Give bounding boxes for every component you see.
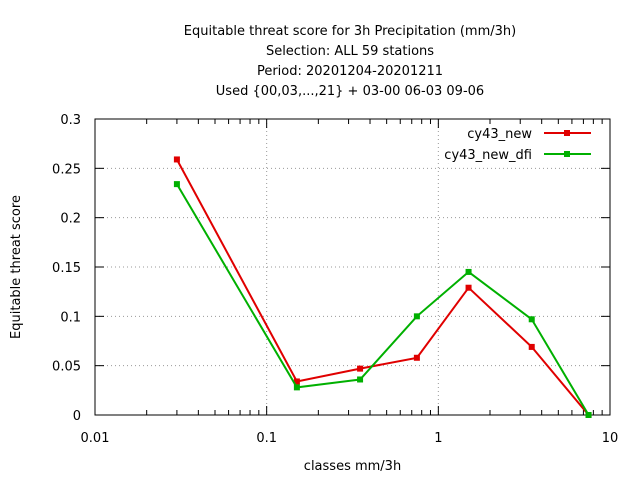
y-tick-label: 0.05 (52, 360, 81, 375)
y-axis-label: Equitable threat score (9, 195, 24, 339)
series-cy43_new (173, 156, 592, 418)
legend-marker (564, 151, 570, 157)
data-point (173, 181, 180, 188)
y-tick-label: 0.1 (60, 310, 81, 325)
data-point (465, 284, 472, 291)
y-tick-label: 0.3 (60, 113, 81, 128)
data-point (413, 354, 420, 361)
data-point (173, 156, 180, 163)
data-point (585, 412, 592, 418)
data-point (293, 384, 300, 391)
y-tick-label: 0.15 (52, 261, 81, 276)
y-tick-label: 0.25 (52, 162, 81, 177)
data-point (528, 316, 535, 323)
series-cy43_new_dfi (173, 181, 592, 418)
title-line: Used {00,03,...,21} + 03-00 06-03 09-06 (216, 84, 484, 99)
series (173, 156, 592, 418)
x-tick-label: 0.01 (81, 431, 110, 446)
data-point (465, 268, 472, 275)
axis-ticks: 0 0.05 0.1 0.15 0.2 0.25 0.3 0.01 0.1 1 10 (52, 113, 618, 446)
x-tick-label: 10 (602, 431, 619, 446)
series-line (176, 183, 590, 416)
x-axis-label: classes mm/3h (304, 459, 401, 474)
y-tick-label: 0.2 (60, 212, 81, 227)
y-tick-label: 0 (73, 409, 81, 424)
grid (95, 119, 610, 415)
legend-label: cy43_new (467, 127, 532, 142)
data-point (357, 365, 364, 372)
title-line: Period: 20201204-20201211 (257, 64, 443, 79)
data-point (413, 313, 420, 320)
legend: cy43_new cy43_new_dfi (444, 127, 591, 163)
data-point (528, 343, 535, 350)
title-line: Equitable threat score for 3h Precipitat… (184, 24, 516, 39)
data-point (357, 376, 364, 383)
data-point (293, 378, 300, 385)
chart-title: Equitable threat score for 3h Precipitat… (184, 24, 516, 99)
legend-label: cy43_new_dfi (444, 148, 532, 163)
title-line: Selection: ALL 59 stations (266, 44, 434, 59)
x-tick-label: 0.1 (256, 431, 277, 446)
legend-marker (564, 130, 570, 136)
x-tick-label: 1 (434, 431, 442, 446)
